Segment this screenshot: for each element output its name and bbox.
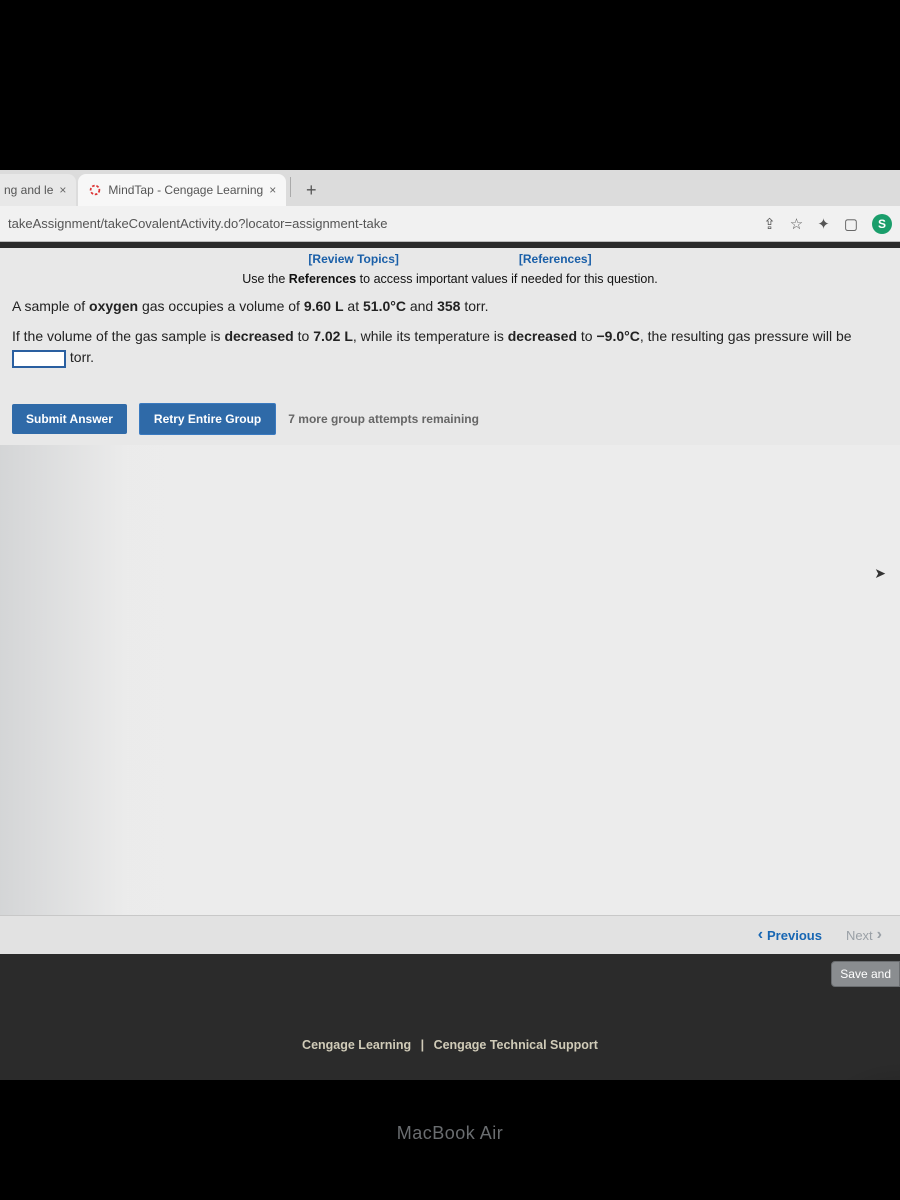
note-text: to access important values if needed for… xyxy=(356,272,658,286)
q-text: to xyxy=(294,328,313,344)
q-bold: decreased xyxy=(508,328,577,344)
chevron-right-icon: › xyxy=(877,926,882,944)
reference-note: Use the References to access important v… xyxy=(0,268,900,296)
references-link[interactable]: [References] xyxy=(519,252,592,266)
next-label: Next xyxy=(846,928,873,943)
extension-icon[interactable]: ✦ xyxy=(817,215,830,233)
question-line-2: If the volume of the gas sample is decre… xyxy=(12,326,888,369)
profile-avatar[interactable]: S xyxy=(872,214,892,234)
q-text: torr. xyxy=(460,298,488,314)
browser-tab-1[interactable]: ng and le × xyxy=(0,174,76,206)
tab-title: MindTap - Cengage Learning xyxy=(108,183,263,197)
close-icon[interactable]: × xyxy=(269,183,276,197)
save-and-button[interactable]: Save and xyxy=(831,961,900,987)
browser-window: ng and le × MindTap - Cengage Learning ×… xyxy=(0,170,900,1080)
q-text: at xyxy=(344,298,363,314)
q-text: , the resulting gas pressure will be xyxy=(640,328,852,344)
photo-edge-shadow xyxy=(780,1060,900,1200)
empty-content-area: ➤ xyxy=(0,445,900,915)
q-bold: decreased xyxy=(224,328,293,344)
share-icon[interactable]: ⇪ xyxy=(763,215,776,233)
q-bold: 358 xyxy=(437,298,460,314)
close-icon[interactable]: × xyxy=(59,183,66,197)
q-text: If the volume of the gas sample is xyxy=(12,328,224,344)
previous-button[interactable]: ‹ Previous xyxy=(758,926,822,944)
footer-links: Cengage Learning | Cengage Technical Sup… xyxy=(0,994,900,1080)
question-body: A sample of oxygen gas occupies a volume… xyxy=(0,296,900,385)
q-text: A sample of xyxy=(12,298,89,314)
q-text: and xyxy=(406,298,437,314)
review-topics-link[interactable]: [Review Topics] xyxy=(308,252,398,266)
tab-bar: ng and le × MindTap - Cengage Learning ×… xyxy=(0,170,900,206)
previous-label: Previous xyxy=(767,928,822,943)
footer-sep: | xyxy=(415,1038,431,1052)
new-tab-button[interactable]: + xyxy=(297,176,325,204)
url-bar: takeAssignment/takeCovalentActivity.do?l… xyxy=(0,206,900,242)
chevron-left-icon: ‹ xyxy=(758,926,763,944)
window-icon[interactable]: ▢ xyxy=(844,215,858,233)
button-row: Submit Answer Retry Entire Group 7 more … xyxy=(0,385,900,445)
pager-nav: ‹ Previous Next › xyxy=(0,915,900,954)
tab-separator xyxy=(290,177,291,197)
tab-title: ng and le xyxy=(4,183,53,197)
cursor-icon: ➤ xyxy=(874,565,886,582)
attempts-remaining: 7 more group attempts remaining xyxy=(288,412,479,426)
retry-group-button[interactable]: Retry Entire Group xyxy=(139,403,276,435)
browser-tab-2[interactable]: MindTap - Cengage Learning × xyxy=(78,174,286,206)
next-button[interactable]: Next › xyxy=(846,926,882,944)
q-text: to xyxy=(577,328,596,344)
device-label: MacBook Air xyxy=(0,1123,900,1144)
q-bold: 9.60 L xyxy=(304,298,344,314)
star-icon[interactable]: ☆ xyxy=(790,215,803,233)
cengage-favicon-icon xyxy=(88,183,102,197)
save-bar: Save and xyxy=(0,954,900,994)
answer-input[interactable] xyxy=(12,350,66,368)
note-bold: References xyxy=(289,272,356,286)
q-bold: 7.02 L xyxy=(313,328,353,344)
save-label: Save and xyxy=(840,967,891,981)
reference-links-row: [Review Topics] [References] xyxy=(0,248,900,268)
question-line-1: A sample of oxygen gas occupies a volume… xyxy=(12,296,888,318)
submit-answer-button[interactable]: Submit Answer xyxy=(12,404,127,434)
q-unit: torr. xyxy=(66,349,94,365)
q-text: gas occupies a volume of xyxy=(138,298,304,314)
content-area: [Review Topics] [References] Use the Ref… xyxy=(0,248,900,954)
footer-link-cengage[interactable]: Cengage Learning xyxy=(302,1038,411,1052)
q-bold: 51.0°C xyxy=(363,298,406,314)
q-bold: oxygen xyxy=(89,298,138,314)
toolbar-icons: ⇪ ☆ ✦ ▢ S xyxy=(763,214,892,234)
q-bold: −9.0°C xyxy=(597,328,640,344)
footer-link-support[interactable]: Cengage Technical Support xyxy=(434,1038,598,1052)
url-text[interactable]: takeAssignment/takeCovalentActivity.do?l… xyxy=(8,216,763,231)
q-text: , while its temperature is xyxy=(353,328,508,344)
note-text: Use the xyxy=(242,272,289,286)
